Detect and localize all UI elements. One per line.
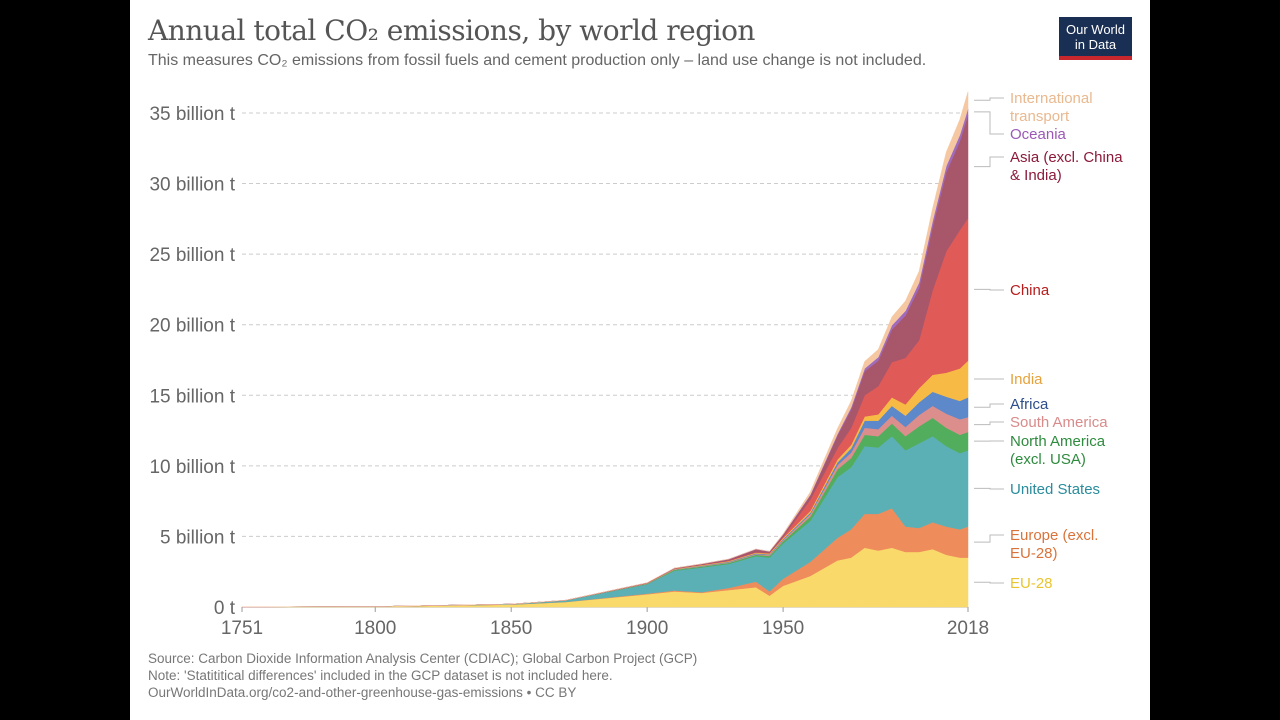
y-tick-label: 20 billion t — [149, 316, 235, 337]
x-tick-label: 1800 — [354, 618, 396, 639]
y-tick-label: 25 billion t — [149, 245, 235, 266]
legend-label: United States — [1010, 481, 1100, 498]
legend-label: International transport — [1010, 90, 1093, 125]
y-tick-label: 35 billion t — [149, 104, 235, 125]
y-tick-label: 0 t — [214, 598, 236, 619]
source-note: Source: Carbon Dioxide Information Analy… — [148, 651, 698, 666]
legend-label: India — [1010, 371, 1043, 388]
legend-label: EU-28 — [1010, 575, 1053, 592]
chart-title: Annual total CO₂ emissions, by world reg… — [148, 14, 755, 47]
label-connector — [974, 403, 1004, 408]
owid-logo[interactable]: Our World in Data — [1059, 17, 1132, 60]
legend-label: Africa — [1010, 396, 1049, 413]
y-tick-label: 5 billion t — [160, 527, 236, 548]
legend-label: South America — [1010, 414, 1108, 431]
y-tick-label: 10 billion t — [149, 457, 235, 478]
legend-label: Oceania — [1010, 126, 1067, 143]
label-connector — [974, 487, 1004, 490]
label-connector — [974, 156, 1004, 168]
source-url[interactable]: OurWorldInData.org/co2-and-other-greenho… — [148, 685, 577, 700]
x-tick-label: 1751 — [221, 618, 263, 639]
label-connector — [974, 97, 1004, 101]
chart-subtitle: This measures CO₂ emissions from fossil … — [148, 52, 927, 69]
legend-label: North America (excl. USA) — [1010, 433, 1106, 468]
area-international-transport[interactable] — [241, 91, 969, 608]
x-tick-label: 1950 — [762, 618, 804, 639]
x-tick-label: 1900 — [626, 618, 668, 639]
y-tick-label: 30 billion t — [149, 175, 235, 196]
label-connector — [974, 581, 1004, 584]
label-connector — [974, 534, 1004, 543]
footnote: Note: 'Statititical differences' include… — [148, 668, 613, 683]
legend-label: Europe (excl. EU-28) — [1010, 527, 1098, 562]
label-connector — [974, 421, 1004, 426]
label-connector — [974, 288, 1004, 291]
x-tick-label: 2018 — [947, 618, 989, 639]
y-tick-label: 15 billion t — [149, 386, 235, 407]
chart-panel: Annual total CO₂ emissions, by world reg… — [130, 0, 1150, 720]
legend-label: China — [1010, 282, 1050, 299]
legend-label: Asia (excl. China & India) — [1010, 149, 1123, 184]
x-tick-label: 1850 — [490, 618, 532, 639]
stacked-area-chart: 0 t 5 billion t 10 billion t 15 billion t 20… — [149, 90, 1123, 639]
label-connector — [974, 111, 1004, 135]
